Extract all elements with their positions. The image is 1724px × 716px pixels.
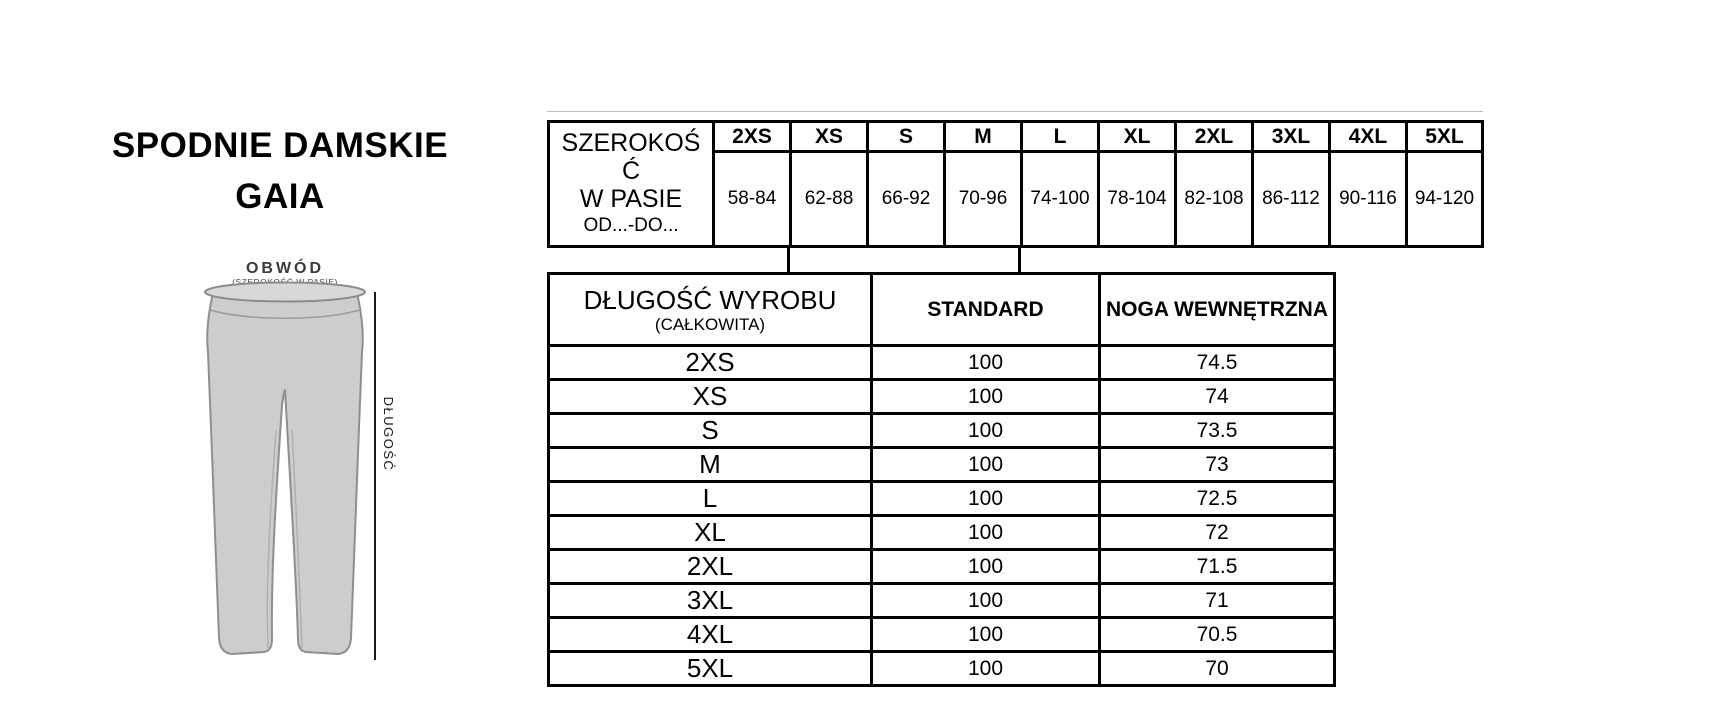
standard-cell: 100 xyxy=(870,514,1101,551)
standard-cell: 100 xyxy=(870,344,1101,381)
pants-silhouette xyxy=(206,292,364,655)
size-cell: 2XL xyxy=(547,548,873,585)
size-header-cell: L xyxy=(1020,120,1100,153)
size-header-cell: 3XL xyxy=(1251,120,1331,153)
waistband-seam xyxy=(209,309,361,319)
size-header-cell: 4XL xyxy=(1328,120,1408,153)
header-line: SZEROKOŚ xyxy=(561,129,701,157)
waist-width-table: SZEROKOŚ Ć W PASIE OD...-DO... 2XS XS S … xyxy=(547,120,1484,248)
inner-leg-cell: 71.5 xyxy=(1098,548,1336,585)
waist-range-cell: 78-104 xyxy=(1097,150,1177,248)
size-header-cell: 2XL xyxy=(1174,120,1254,153)
table-row: S 100 73.5 xyxy=(547,412,1336,449)
size-cell: XL xyxy=(547,514,873,551)
size-header-cell: XL xyxy=(1097,120,1177,153)
table-row: 2XL 100 71.5 xyxy=(547,548,1336,585)
waist-range-cell: 86-112 xyxy=(1251,150,1331,248)
size-cell: S xyxy=(547,412,873,449)
size-cell: 3XL xyxy=(547,582,873,619)
size-cell: 2XS xyxy=(547,344,873,381)
size-cell: 5XL xyxy=(547,650,873,687)
table-row: XL 100 72 xyxy=(547,514,1336,551)
standard-cell: 100 xyxy=(870,446,1101,483)
inner-leg-cell: 70.5 xyxy=(1098,616,1336,653)
size-header-cell: 5XL xyxy=(1405,120,1484,153)
length-header-subtitle: (CAŁKOWITA) xyxy=(654,314,766,334)
header-line: OD...-DO... xyxy=(583,215,679,236)
length-header-title: DŁUGOŚĆ WYROBU xyxy=(583,284,837,315)
page-title: SPODNIE DAMSKIE GAIA xyxy=(60,120,500,222)
waist-range-cell: 58-84 xyxy=(712,150,792,248)
standard-cell: 100 xyxy=(870,548,1101,585)
table-row: 3XL 100 71 xyxy=(547,582,1336,619)
size-cell: XS xyxy=(547,378,873,415)
page-title-line1: SPODNIE DAMSKIE xyxy=(111,126,449,165)
waist-range-cell: 62-88 xyxy=(789,150,869,248)
size-cell: L xyxy=(547,480,873,517)
table-row: XS 100 74 xyxy=(547,378,1336,415)
inner-leg-cell: 71 xyxy=(1098,582,1336,619)
connector-line-right xyxy=(1018,244,1021,274)
inner-leg-cell: 74 xyxy=(1098,378,1336,415)
waist-range-cell: 70-96 xyxy=(943,150,1023,248)
size-cell: M xyxy=(547,446,873,483)
table-row: M 100 73 xyxy=(547,446,1336,483)
size-cell: 4XL xyxy=(547,616,873,653)
page-title-line2: GAIA xyxy=(235,177,325,216)
inner-leg-cell: 73 xyxy=(1098,446,1336,483)
waist-width-header-cell: SZEROKOŚ Ć W PASIE OD...-DO... xyxy=(547,120,715,248)
inner-leg-cell: 73.5 xyxy=(1098,412,1336,449)
table-row: L 100 72.5 xyxy=(547,480,1336,517)
standard-cell: 100 xyxy=(870,378,1101,415)
header-line: W PASIE xyxy=(579,185,683,213)
standard-cell: 100 xyxy=(870,412,1101,449)
waist-opening xyxy=(204,281,366,303)
product-length-table: DŁUGOŚĆ WYROBU (CAŁKOWITA) STANDARD NOGA… xyxy=(547,272,1336,687)
inner-leg-cell: 72 xyxy=(1098,514,1336,551)
size-header-cell: XS xyxy=(789,120,869,153)
waist-range-cell: 90-116 xyxy=(1328,150,1408,248)
waist-range-cell: 74-100 xyxy=(1020,150,1100,248)
left-leg-seam xyxy=(266,429,277,649)
standard-cell: 100 xyxy=(870,582,1101,619)
inner-leg-header-cell: NOGA WEWNĘTRZNA xyxy=(1098,272,1336,347)
size-header-cell: S xyxy=(866,120,946,153)
size-header-cell: 2XS xyxy=(712,120,792,153)
connector-line-left xyxy=(787,244,790,274)
table-row: 2XS 100 74.5 xyxy=(547,344,1336,381)
waist-range-cell: 66-92 xyxy=(866,150,946,248)
inner-leg-cell: 70 xyxy=(1098,650,1336,687)
waist-range-cell: 94-120 xyxy=(1405,150,1484,248)
inner-leg-cell: 74.5 xyxy=(1098,344,1336,381)
length-measure-label: DŁUGOŚĆ xyxy=(381,397,396,472)
table-row: 5XL 100 70 xyxy=(547,650,1336,687)
right-leg-seam xyxy=(291,429,303,649)
length-header-cell: DŁUGOŚĆ WYROBU (CAŁKOWITA) xyxy=(547,272,873,347)
inner-leg-cell: 72.5 xyxy=(1098,480,1336,517)
standard-header-cell: STANDARD xyxy=(870,272,1101,347)
standard-cell: 100 xyxy=(870,616,1101,653)
table-row: 4XL 100 70.5 xyxy=(547,616,1336,653)
size-header-cell: M xyxy=(943,120,1023,153)
waist-range-cell: 82-108 xyxy=(1174,150,1254,248)
header-line: Ć xyxy=(621,157,641,185)
waist-measure-label: OBWÓD xyxy=(246,258,324,277)
standard-cell: 100 xyxy=(870,480,1101,517)
standard-cell: 100 xyxy=(870,650,1101,687)
artifact-line xyxy=(547,111,1483,112)
